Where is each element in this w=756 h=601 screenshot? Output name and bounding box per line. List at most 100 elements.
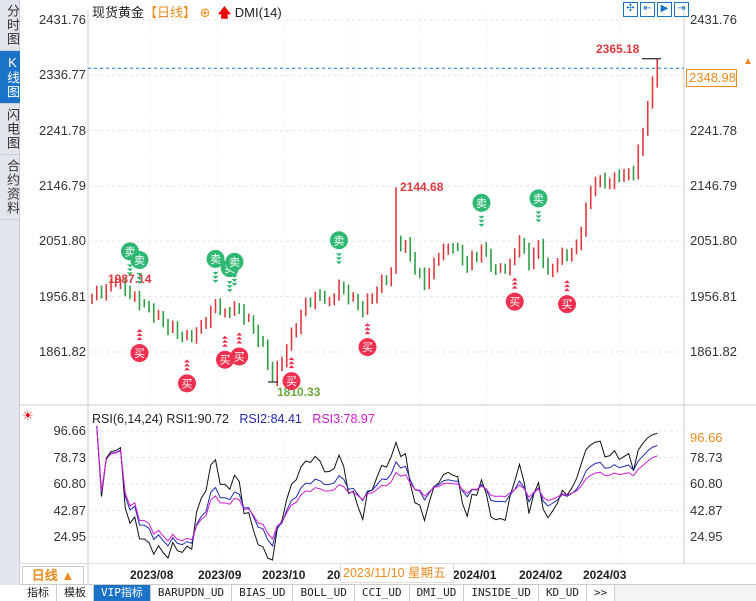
- bottom-tab[interactable]: INSIDE_UD: [464, 585, 539, 601]
- sell-arrow-icon: [231, 282, 238, 286]
- sell-signal: [225, 252, 244, 271]
- indicator-settings-icon[interactable]: ☀: [22, 408, 34, 423]
- chart-header: 现货黄金【日线】 ⊕ 🡅 DMI(14): [92, 2, 282, 26]
- symbol-name: 现货黄金: [92, 5, 145, 20]
- play-icon[interactable]: ▶: [657, 2, 672, 17]
- price-tick-right: 2431.76: [690, 12, 737, 27]
- x-tick: 2023/09: [198, 568, 242, 582]
- buy-signal-label: 买: [286, 375, 297, 388]
- arrow-up-icon: 🡅: [217, 5, 232, 20]
- crosshair-toggle-icon[interactable]: ⊕: [199, 5, 211, 20]
- fit-start-icon[interactable]: ⇤: [640, 2, 655, 17]
- mid-high-label: 2144.68: [400, 180, 444, 194]
- sell-arrow-icon: [212, 271, 219, 275]
- rsi-tick-right: 60.80: [690, 476, 723, 491]
- buy-arrow-icon: [222, 343, 228, 347]
- high-label: 2365.18: [596, 42, 640, 56]
- buy-arrow-icon: [236, 336, 243, 340]
- sidebar-item-flash[interactable]: 闪电图: [0, 104, 20, 155]
- period-button[interactable]: 日线 ▲: [22, 566, 84, 585]
- sell-signal-label: 卖: [229, 256, 240, 269]
- crosshair-icon[interactable]: ✣: [623, 2, 638, 17]
- last-price-label: 2348.98: [686, 69, 737, 87]
- sell-signal-label: 卖: [334, 234, 345, 247]
- go-end-icon[interactable]: ⇥: [674, 2, 689, 17]
- indicator-label[interactable]: DMI(14): [234, 5, 282, 20]
- indicator-tabs: 指标 模板 VIP指标 BARUPDN_UD BIAS_UD BOLL_UD CCI_UD D…: [20, 584, 756, 601]
- buy-arrow-icon: [136, 333, 143, 337]
- sell-arrow-icon: [535, 215, 542, 219]
- rsi-tick-left: 60.80: [53, 476, 86, 491]
- sell-arrow-icon: [535, 211, 542, 215]
- bottom-tab[interactable]: DMI_UD: [409, 585, 465, 601]
- rsi3-line: [96, 426, 658, 542]
- last-price-arrow-icon: ▲: [743, 56, 753, 67]
- sell-arrow-icon: [226, 285, 233, 289]
- sell-signal: [330, 231, 348, 250]
- sell-signal-label: 卖: [476, 197, 487, 210]
- rsi-tick-right: 78.73: [690, 449, 723, 465]
- buy-arrow-icon: [564, 280, 570, 284]
- rsi2-line: [96, 426, 658, 548]
- chart-toolbar: ✣ ⇤ ▶ ⇥: [623, 2, 689, 17]
- sell-arrow-icon: [226, 281, 233, 285]
- buy-arrow-icon: [288, 357, 295, 361]
- buy-signal-label: 买: [220, 354, 231, 367]
- sell-signal: [472, 193, 491, 212]
- buy-signal: [282, 372, 301, 391]
- rsi-tick-left: 78.73: [53, 449, 86, 465]
- bottom-tab[interactable]: VIP指标: [94, 585, 151, 601]
- buy-signal: [130, 344, 149, 363]
- buy-signal-label: 买: [362, 341, 373, 354]
- sell-arrow-icon: [231, 278, 238, 282]
- price-tick-right: 2241.78: [690, 122, 737, 138]
- sell-signal-label: 卖: [210, 253, 221, 266]
- buy-arrow-icon: [511, 277, 518, 281]
- date-tooltip: 2023/11/10 星期五: [340, 563, 454, 583]
- bottom-tab[interactable]: BOLL_UD: [293, 585, 355, 601]
- sidebar-item-kline[interactable]: K线图: [0, 51, 20, 104]
- rsi-tick-right: 24.95: [690, 529, 723, 544]
- low-label: 1810.33: [277, 385, 321, 399]
- x-tick: 2024/03: [583, 568, 627, 582]
- bottom-tab[interactable]: KD_UD: [538, 585, 588, 601]
- rsi-last-label: 96.66: [690, 430, 723, 445]
- buy-signal: [178, 374, 196, 393]
- rsi-tick-left: 42.87: [53, 502, 86, 518]
- sell-signal: [130, 251, 149, 270]
- bottom-tab[interactable]: BIAS_UD: [232, 585, 294, 601]
- view-sidebar: 分时图 K线图 闪电图 合约资料: [0, 0, 20, 585]
- rsi-tick-left: 24.95: [53, 529, 86, 544]
- rsi3-value: RSI3:78.97: [312, 412, 375, 426]
- buy-arrow-icon: [564, 284, 570, 288]
- price-tick-left: 2146.79: [39, 178, 86, 193]
- bottom-tab[interactable]: CCI_UD: [354, 585, 410, 601]
- buy-arrow-icon: [364, 331, 371, 335]
- buy-signal: [558, 295, 576, 314]
- buy-signal-label: 买: [509, 296, 520, 309]
- sell-arrow-icon: [336, 261, 342, 265]
- sidebar-item-contract-info[interactable]: 合约资料: [0, 155, 20, 220]
- bottom-tab[interactable]: 模板: [57, 585, 94, 601]
- period-label[interactable]: 【日线】: [144, 5, 197, 20]
- sell-arrow-icon: [336, 257, 342, 261]
- x-tick: 2023/10: [262, 568, 306, 582]
- sell-arrow-icon: [231, 274, 238, 278]
- sell-arrow-icon: [535, 219, 542, 223]
- sell-arrow-icon: [212, 279, 219, 283]
- bottom-tab[interactable]: 指标: [20, 585, 57, 601]
- bottom-tab[interactable]: BARUPDN_UD: [150, 585, 233, 601]
- buy-arrow-icon: [511, 285, 518, 289]
- sell-signal: [529, 189, 548, 208]
- price-tick-left: 1861.82: [39, 344, 86, 359]
- sell-arrow-icon: [136, 277, 143, 281]
- buy-arrow-icon: [184, 367, 190, 371]
- bottom-tab[interactable]: >>: [587, 585, 616, 601]
- price-tick-left: 2336.77: [39, 67, 86, 83]
- sidebar-item-timeshare[interactable]: 分时图: [0, 0, 20, 51]
- price-tick-right: 2051.80: [690, 233, 737, 249]
- buy-signal-label: 买: [182, 377, 193, 390]
- price-tick-right: 2146.79: [690, 178, 737, 193]
- buy-arrow-icon: [511, 281, 518, 285]
